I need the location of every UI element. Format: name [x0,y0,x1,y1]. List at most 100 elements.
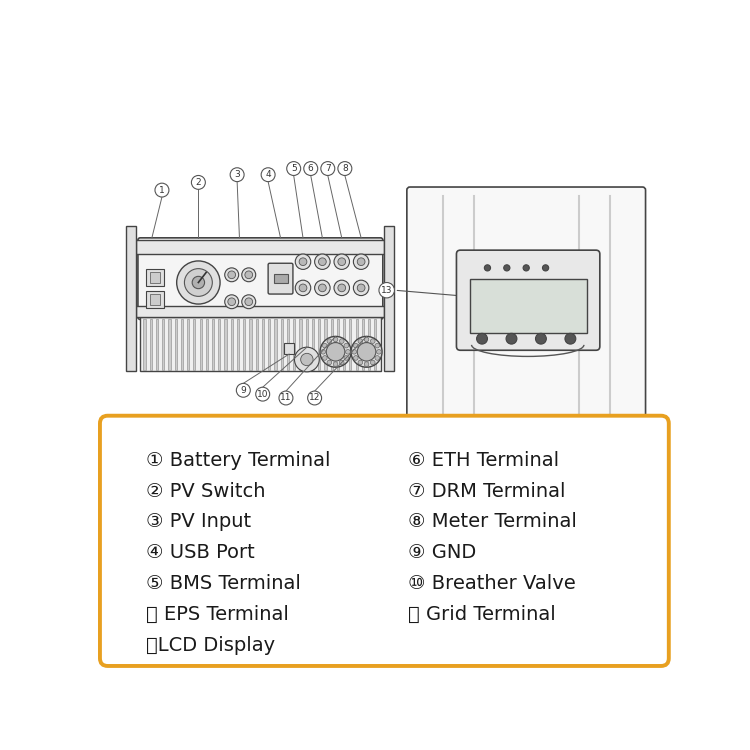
Circle shape [565,333,576,344]
Circle shape [344,344,349,348]
Text: 12: 12 [309,394,320,403]
Circle shape [370,339,375,344]
Circle shape [357,284,365,292]
Text: ④ USB Port: ④ USB Port [146,543,255,562]
Bar [250,319,252,370]
Text: 5: 5 [291,164,296,173]
Circle shape [523,265,530,271]
Bar [224,319,226,370]
Circle shape [321,350,326,354]
Circle shape [353,280,369,296]
Bar [212,319,214,370]
Bar [256,319,258,370]
Text: 6: 6 [308,164,314,173]
Bar [470,279,586,332]
Circle shape [296,254,310,269]
Circle shape [358,360,363,364]
Text: ⑦ DRM Terminal: ⑦ DRM Terminal [408,482,566,501]
Circle shape [346,350,350,354]
Circle shape [321,161,334,176]
Circle shape [295,347,320,372]
Bar [343,319,345,370]
Text: ⑤ BMS Terminal: ⑤ BMS Terminal [146,574,302,593]
Circle shape [338,161,352,176]
Bar [146,291,164,308]
Circle shape [286,161,301,176]
Bar [181,319,183,370]
FancyBboxPatch shape [138,238,382,320]
Bar [146,269,164,286]
Circle shape [476,333,488,344]
FancyBboxPatch shape [100,416,669,666]
Circle shape [322,344,327,348]
Circle shape [326,343,345,361]
Bar [534,479,550,489]
Circle shape [334,254,350,269]
Bar [126,226,136,371]
Text: ⑥ ETH Terminal: ⑥ ETH Terminal [408,451,559,470]
Circle shape [184,268,212,296]
Circle shape [301,353,313,366]
Circle shape [299,284,307,292]
FancyBboxPatch shape [457,251,600,350]
Circle shape [279,391,293,405]
Bar [136,240,384,254]
Circle shape [364,362,369,367]
Circle shape [338,258,346,266]
Circle shape [299,258,307,266]
Text: ③ PV Input: ③ PV Input [146,512,251,532]
Circle shape [315,254,330,269]
Circle shape [244,271,253,279]
Bar [187,319,189,370]
Text: ⑪ EPS Terminal: ⑪ EPS Terminal [146,604,290,624]
Bar [194,319,196,370]
Bar [262,319,264,370]
Bar [274,274,287,284]
Text: 8: 8 [342,164,348,173]
Circle shape [225,295,238,309]
Circle shape [375,344,380,348]
Circle shape [504,265,510,271]
Circle shape [225,268,238,282]
Bar [200,319,202,370]
Bar [362,319,364,370]
Circle shape [228,298,236,305]
Bar [441,479,457,489]
Circle shape [375,356,380,360]
Bar [140,317,380,371]
Bar [149,272,160,284]
Bar [331,319,333,370]
Bar [175,319,177,370]
Bar [156,319,158,370]
Circle shape [308,391,322,405]
Bar [318,319,320,370]
Text: ② PV Switch: ② PV Switch [146,482,266,501]
Circle shape [228,271,236,279]
Circle shape [192,276,205,289]
Circle shape [358,339,363,344]
Bar [337,319,339,370]
Circle shape [327,339,332,344]
Text: 9: 9 [241,386,246,394]
Bar [312,319,314,370]
Bar [305,319,308,370]
Circle shape [353,344,358,348]
Text: 7: 7 [325,164,331,173]
Text: 13: 13 [381,286,392,295]
Circle shape [191,176,206,189]
Text: 10: 10 [257,390,268,399]
Circle shape [333,338,338,342]
Circle shape [542,265,549,271]
Circle shape [357,258,365,266]
Bar [324,319,326,370]
Circle shape [315,280,330,296]
Circle shape [334,280,350,296]
Bar [488,479,503,489]
Circle shape [261,168,275,182]
Bar [580,479,596,489]
Circle shape [242,268,256,282]
Text: 2: 2 [196,178,201,187]
FancyBboxPatch shape [406,187,646,463]
Circle shape [536,333,546,344]
FancyBboxPatch shape [268,263,293,294]
